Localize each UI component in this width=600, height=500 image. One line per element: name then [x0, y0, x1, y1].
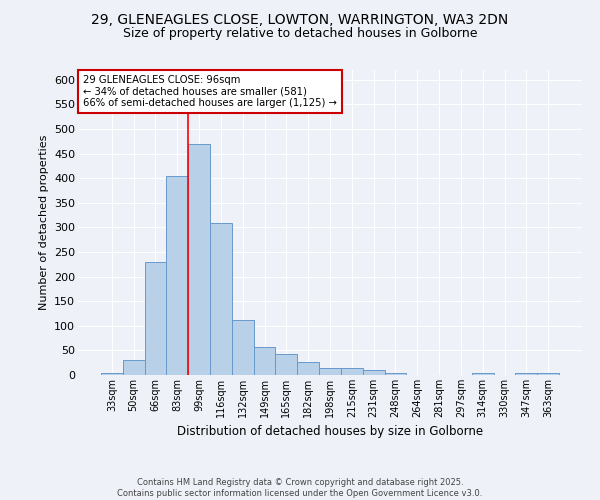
Bar: [232, 320, 254, 375]
Bar: [297, 362, 319, 375]
X-axis label: Distribution of detached houses by size in Golborne: Distribution of detached houses by size …: [177, 426, 483, 438]
Bar: [123, 360, 145, 375]
Text: Size of property relative to detached houses in Golborne: Size of property relative to detached ho…: [123, 28, 477, 40]
Text: Contains HM Land Registry data © Crown copyright and database right 2025.
Contai: Contains HM Land Registry data © Crown c…: [118, 478, 482, 498]
Bar: [145, 262, 166, 375]
Bar: [341, 368, 363, 375]
Bar: [537, 373, 559, 375]
Bar: [515, 373, 537, 375]
Y-axis label: Number of detached properties: Number of detached properties: [38, 135, 49, 310]
Bar: [254, 347, 275, 375]
Bar: [385, 373, 406, 375]
Bar: [275, 354, 297, 375]
Bar: [210, 222, 232, 375]
Bar: [363, 370, 385, 375]
Bar: [101, 372, 123, 375]
Bar: [472, 373, 494, 375]
Bar: [319, 368, 341, 375]
Text: 29 GLENEAGLES CLOSE: 96sqm
← 34% of detached houses are smaller (581)
66% of sem: 29 GLENEAGLES CLOSE: 96sqm ← 34% of deta…: [83, 74, 337, 108]
Text: 29, GLENEAGLES CLOSE, LOWTON, WARRINGTON, WA3 2DN: 29, GLENEAGLES CLOSE, LOWTON, WARRINGTON…: [91, 12, 509, 26]
Bar: [188, 144, 210, 375]
Bar: [166, 176, 188, 375]
